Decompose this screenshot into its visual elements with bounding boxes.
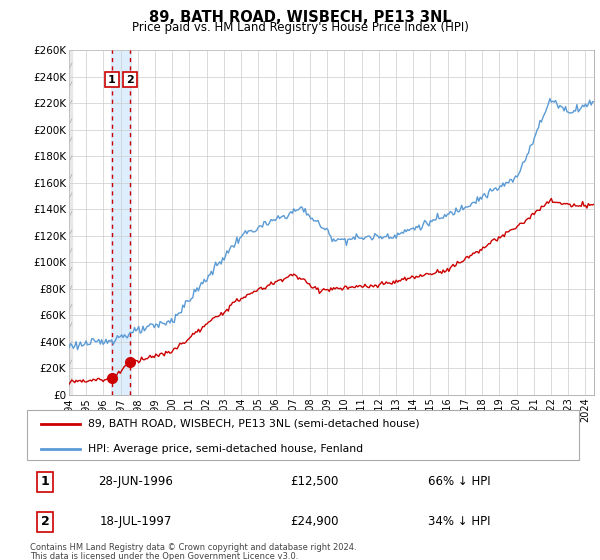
Text: Contains HM Land Registry data © Crown copyright and database right 2024.: Contains HM Land Registry data © Crown c… [30,543,356,552]
Polygon shape [69,50,72,395]
Text: 66% ↓ HPI: 66% ↓ HPI [428,475,491,488]
Text: 1: 1 [41,475,50,488]
Text: £12,500: £12,500 [290,475,338,488]
Bar [111,50,131,395]
Text: This data is licensed under the Open Government Licence v3.0.: This data is licensed under the Open Gov… [30,552,298,560]
Text: 89, BATH ROAD, WISBECH, PE13 3NL (semi-detached house): 89, BATH ROAD, WISBECH, PE13 3NL (semi-d… [88,419,420,429]
FancyBboxPatch shape [27,410,579,460]
Text: 2: 2 [41,515,50,528]
Text: 89, BATH ROAD, WISBECH, PE13 3NL: 89, BATH ROAD, WISBECH, PE13 3NL [149,10,451,25]
Text: 1: 1 [108,74,116,85]
Text: 34% ↓ HPI: 34% ↓ HPI [428,515,490,528]
Text: 18-JUL-1997: 18-JUL-1997 [100,515,172,528]
Text: HPI: Average price, semi-detached house, Fenland: HPI: Average price, semi-detached house,… [88,444,363,454]
Text: 28-JUN-1996: 28-JUN-1996 [98,475,173,488]
Text: 2: 2 [126,74,134,85]
Text: £24,900: £24,900 [290,515,338,528]
Text: Price paid vs. HM Land Registry's House Price Index (HPI): Price paid vs. HM Land Registry's House … [131,21,469,34]
